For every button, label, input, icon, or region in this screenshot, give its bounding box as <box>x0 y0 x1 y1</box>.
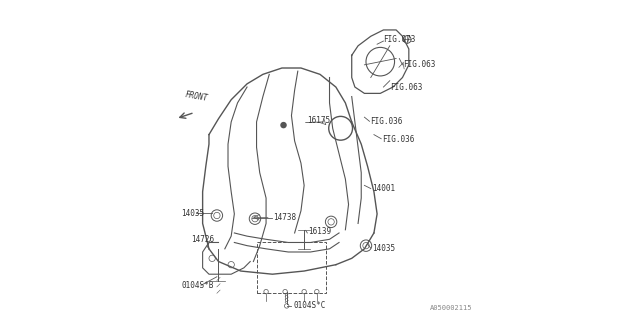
Text: FIG.063: FIG.063 <box>403 60 435 69</box>
Text: 14035: 14035 <box>372 244 395 253</box>
Bar <box>257 243 326 293</box>
Text: FIG.036: FIG.036 <box>370 117 403 126</box>
Text: FIG.073: FIG.073 <box>383 35 416 44</box>
Text: 14035: 14035 <box>181 209 204 218</box>
Text: 14001: 14001 <box>372 184 396 193</box>
Text: 0104S*B: 0104S*B <box>181 281 213 290</box>
Text: 14726: 14726 <box>191 236 214 244</box>
Text: 14738: 14738 <box>273 213 296 222</box>
Text: FIG.036: FIG.036 <box>382 135 414 144</box>
Text: 0104S*C: 0104S*C <box>293 301 325 310</box>
Circle shape <box>281 123 286 128</box>
Text: 16175: 16175 <box>307 116 330 125</box>
Text: A050002115: A050002115 <box>430 305 472 311</box>
Text: FIG.063: FIG.063 <box>390 83 422 92</box>
Text: 16139: 16139 <box>308 227 332 236</box>
Text: FRONT: FRONT <box>184 91 209 103</box>
